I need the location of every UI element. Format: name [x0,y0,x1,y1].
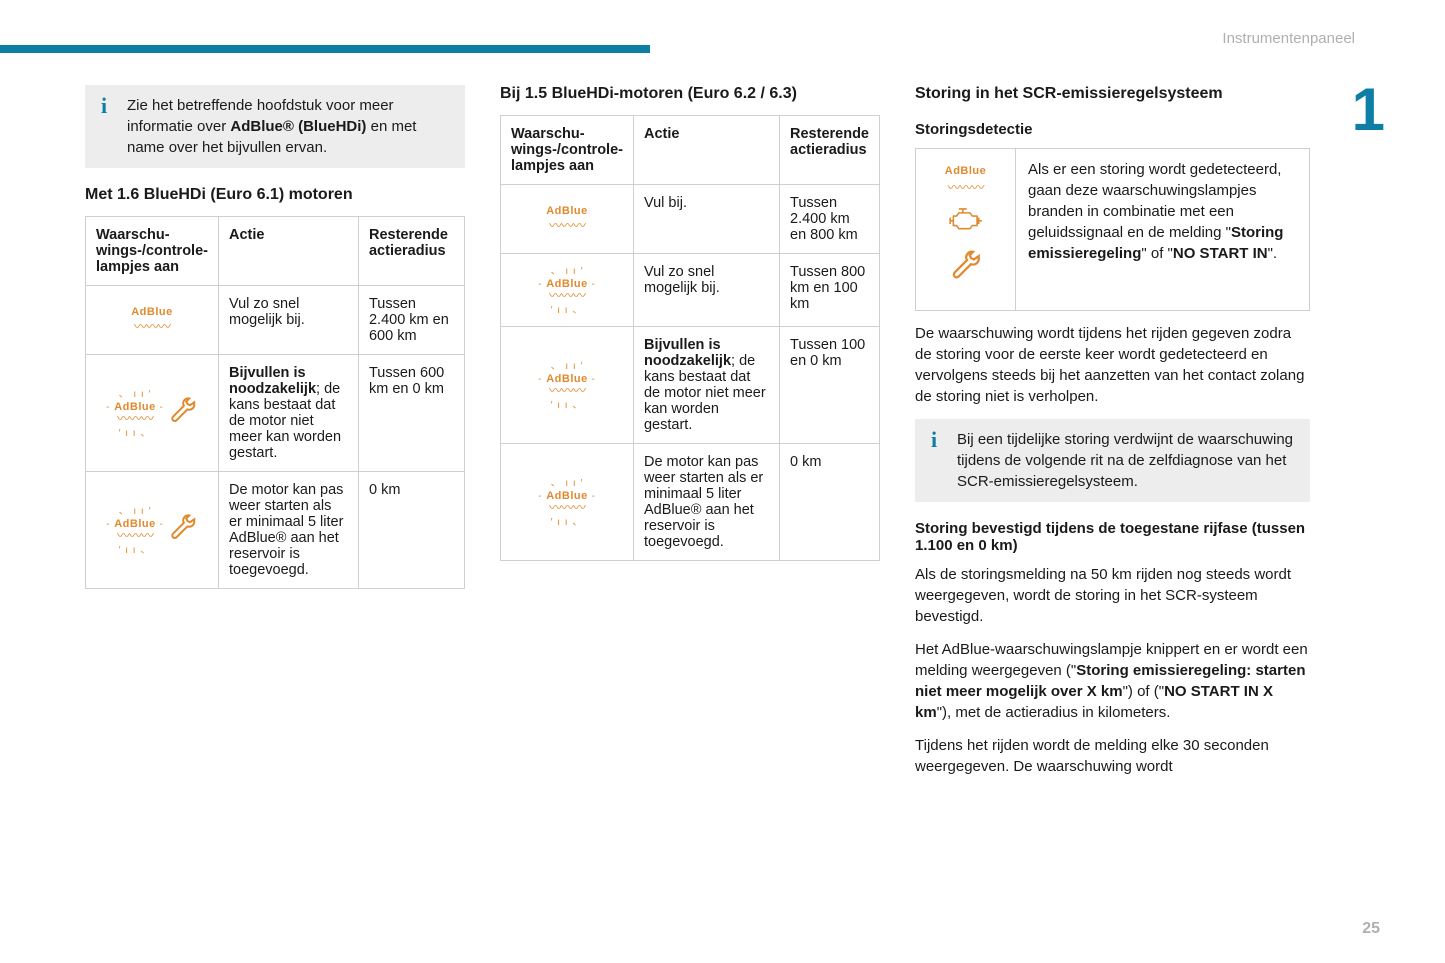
adblue-flash-icon: 、 ı ı ′ ‑ AdBlue ‑ 〰〰〰 ′ ı ı 、 [511,476,623,528]
adblue-flash-icon: 、 ı ı ′ ‑ AdBlue ‑ 〰〰〰 ′ ı ı 、 [511,359,623,411]
adblue-icon: AdBlue〰〰〰 [96,304,208,336]
col3-p4: Tijdens het rijden wordt de melding elke… [915,735,1310,777]
info-box-1: i Zie het betreffende hoofdstuk voor mee… [85,85,465,168]
row1-range: Tussen 2.400 km en 600 km [358,286,464,355]
th-action2: Actie [633,116,779,185]
wrench-icon [949,249,983,288]
row2-action-b: Bijvullen is noodzakelijk [229,365,316,397]
info-icon: i [101,91,107,122]
col3-h3: Storing bevestigd tijdens de toegestane … [915,520,1310,554]
col3-p2: Als de storingsmelding na 50 km rijden n… [915,564,1310,627]
col1-heading: Met 1.6 BlueHDi (Euro 6.1) motoren [85,186,465,204]
table-row: 、 ı ı ′ ‑ AdBlue ‑ 〰〰〰 ′ ı ı 、 Bijvullen… [86,355,465,472]
col3-h2: Storingsdetectie [915,121,1310,138]
p3mid: ") of (" [1123,683,1164,700]
r1r: Tussen 2.400 km en 800 km [780,185,880,254]
r2r: Tussen 800 km en 100 km [780,254,880,327]
table-16: Waarschu­wings-/controle­lampjes aan Act… [85,216,465,589]
section-header: Instrumentenpaneel [1222,30,1355,47]
column-2: Bij 1.5 BlueHDi-motoren (Euro 6.2 / 6.3)… [500,85,880,777]
wrench-icon [168,513,198,547]
r3ab: Bijvullen is noodzakelijk [644,337,731,369]
table-row: 、 ı ı ′ ‑ AdBlue ‑ 〰〰〰 ′ ı ı 、 De motor … [501,444,880,561]
col2-heading: Bij 1.5 BlueHDi-motoren (Euro 6.2 / 6.3) [500,85,880,103]
fb-mid: " of " [1141,245,1173,262]
top-accent-bar [0,45,650,53]
row1-action: Vul zo snel mogelijk bij. [218,286,358,355]
adblue-icon: AdBlue〰〰〰 [934,161,997,196]
engine-icon [947,206,985,239]
r4r: 0 km [780,444,880,561]
fault-box: AdBlue〰〰〰 Als er een storing wordt gedet… [915,148,1310,311]
row3-range: 0 km [358,472,464,589]
fb-post: ". [1268,245,1278,262]
th-lamps: Waarschu­wings-/controle­lampjes aan [86,217,219,286]
info-icon: i [931,425,937,456]
row3-action: De motor kan pas weer starten als er min… [218,472,358,589]
column-1: i Zie het betreffende hoofdstuk voor mee… [85,85,465,777]
table-row: AdBlue〰〰〰 Vul zo snel mogelijk bij. Tuss… [86,286,465,355]
wrench-icon [168,396,198,430]
column-3: Storing in het SCR-emissieregelsysteem S… [915,85,1310,777]
row2-range: Tussen 600 km en 0 km [358,355,464,472]
th-range2: Resterende actieradius [780,116,880,185]
info2-text: Bij een tijdelijke storing verdwijnt de … [927,429,1298,492]
adblue-flash-icon: 、 ı ı ′ ‑ AdBlue ‑ 〰〰〰 ′ ı ı 、 [106,387,164,439]
p3post: "), met de actieradius in kilometers. [937,704,1171,721]
page-number: 25 [1362,920,1380,938]
th-action: Actie [218,217,358,286]
th-lamps2: Waarschu­wings-/controle­lampjes aan [501,116,634,185]
table-row: AdBlue〰〰〰 Vul bij. Tussen 2.400 km en 80… [501,185,880,254]
fb-b2: NO START IN [1173,245,1268,262]
r2a: Vul zo snel mogelijk bij. [633,254,779,327]
th-range: Resterende actieradius [358,217,464,286]
table-row: 、 ı ı ′ ‑ AdBlue ‑ 〰〰〰 ′ ı ı 、 De motor … [86,472,465,589]
r3r: Tussen 100 en 0 km [780,327,880,444]
info1-bold: AdBlue® (BlueHDi) [230,118,366,135]
table-row: 、 ı ı ′ ‑ AdBlue ‑ 〰〰〰 ′ ı ı 、 Vul zo sn… [501,254,880,327]
info-box-2: i Bij een tijdelijke storing verdwijnt d… [915,419,1310,502]
adblue-icon: AdBlue〰〰〰 [511,203,623,235]
col3-p1: De waarschuwing wordt tijdens het rijden… [915,323,1310,407]
r1a: Vul bij. [633,185,779,254]
table-15: Waarschu­wings-/controle­lampjes aan Act… [500,115,880,561]
col3-h1: Storing in het SCR-emissieregelsysteem [915,85,1310,103]
table-row: 、 ı ı ′ ‑ AdBlue ‑ 〰〰〰 ′ ı ı 、 Bijvullen… [501,327,880,444]
r4a: De motor kan pas weer starten als er min… [633,444,779,561]
adblue-flash-icon: 、 ı ı ′ ‑ AdBlue ‑ 〰〰〰 ′ ı ı 、 [511,264,623,316]
col3-p3: Het AdBlue-waarschuwingslampje knippert … [915,639,1310,723]
adblue-flash-icon: 、 ı ı ′ ‑ AdBlue ‑ 〰〰〰 ′ ı ı 、 [106,504,164,556]
